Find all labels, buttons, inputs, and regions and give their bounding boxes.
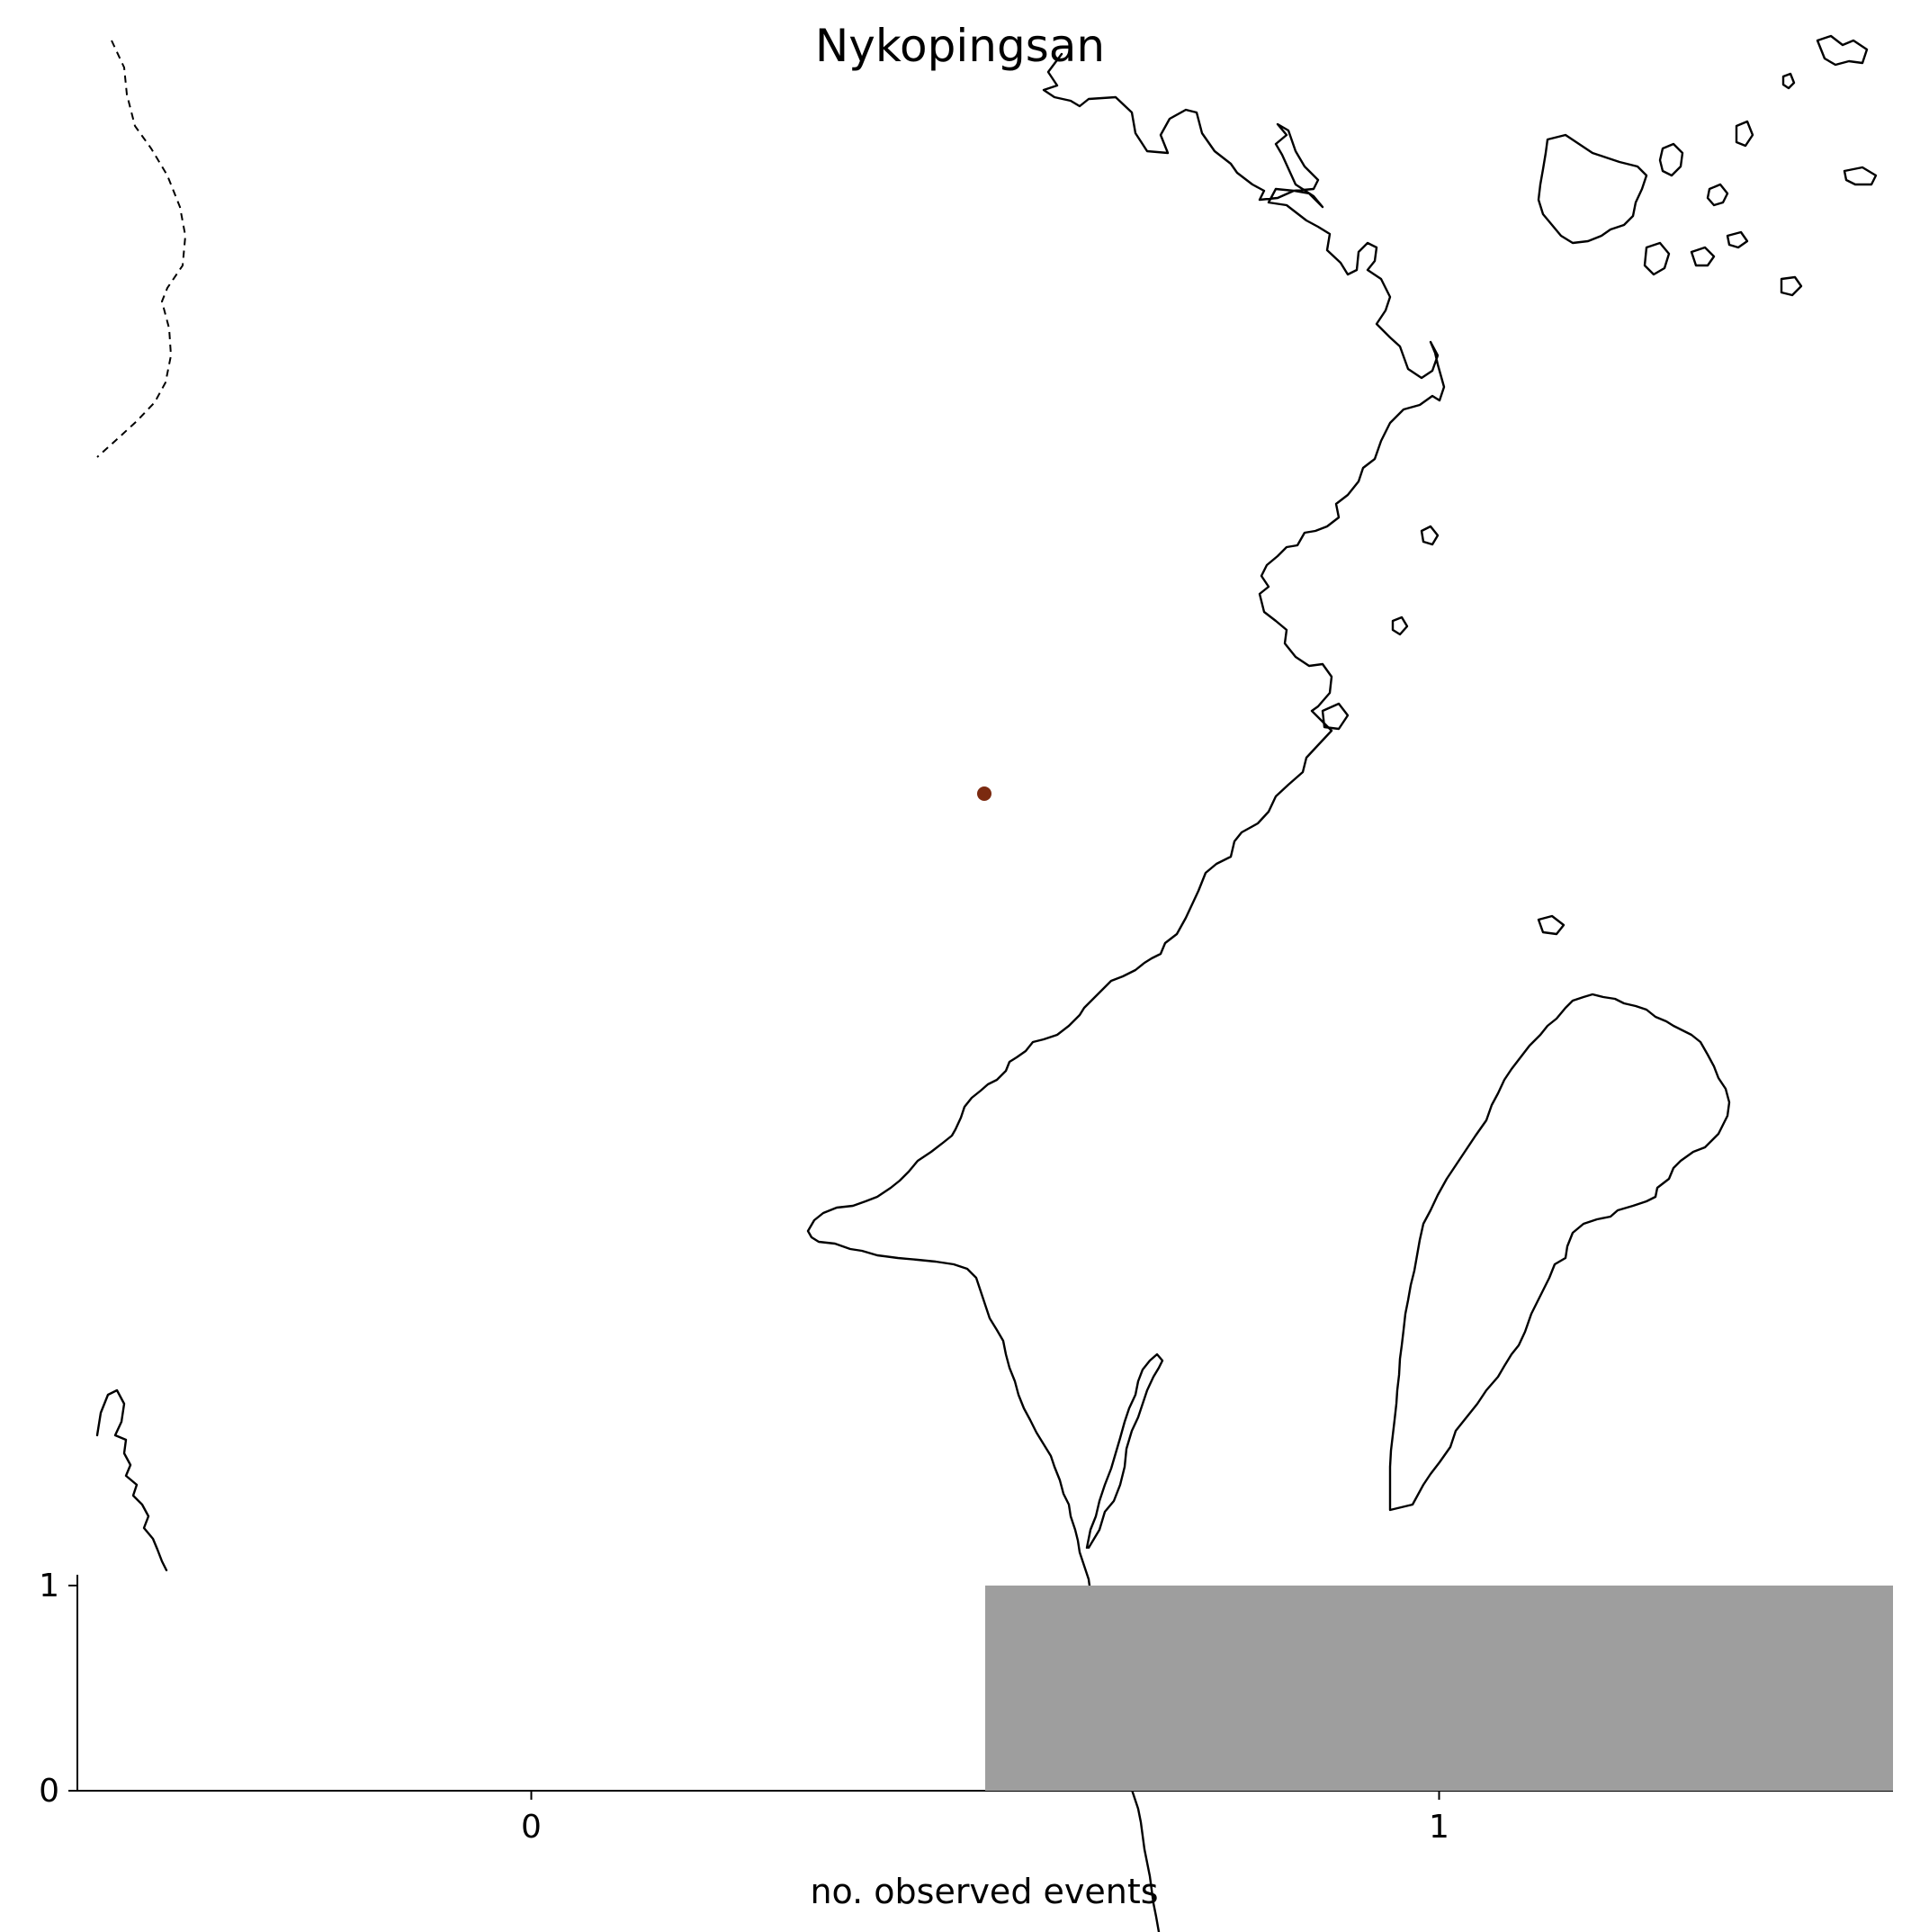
island-9 bbox=[1643, 241, 1671, 276]
island-10 bbox=[1780, 275, 1803, 297]
observation-marker bbox=[977, 786, 991, 801]
island-3 bbox=[1706, 183, 1729, 207]
x-tick-label-1: 1 bbox=[1429, 1809, 1449, 1846]
island-14 bbox=[1321, 702, 1350, 731]
island-7 bbox=[1843, 166, 1878, 186]
island-13 bbox=[1391, 616, 1409, 636]
island-5 bbox=[1781, 72, 1796, 90]
island-4 bbox=[1735, 120, 1754, 148]
island-11 bbox=[1537, 914, 1566, 936]
map-title: Nykopingsan bbox=[814, 20, 1106, 72]
x-tick-label-0: 0 bbox=[521, 1809, 542, 1846]
y-ticks: 01 bbox=[39, 1568, 77, 1810]
island-12 bbox=[1420, 525, 1440, 546]
west-coastline bbox=[95, 1388, 168, 1572]
border-line bbox=[96, 40, 187, 458]
island-6 bbox=[1816, 34, 1869, 67]
island-1 bbox=[1537, 133, 1648, 245]
y-tick-label-0: 0 bbox=[39, 1773, 59, 1810]
histogram-bars bbox=[985, 1586, 1893, 1791]
bar-1 bbox=[985, 1586, 1893, 1791]
y-tick-label-1: 1 bbox=[39, 1568, 59, 1604]
island-8 bbox=[1690, 246, 1716, 267]
gotland-island bbox=[1388, 993, 1731, 1512]
mainland-coastline bbox=[806, 52, 1446, 1932]
island-15 bbox=[1726, 230, 1749, 249]
x-axis-label: no. observed events bbox=[810, 1872, 1159, 1911]
oland-island bbox=[1085, 1352, 1164, 1550]
island-2 bbox=[1658, 142, 1684, 177]
